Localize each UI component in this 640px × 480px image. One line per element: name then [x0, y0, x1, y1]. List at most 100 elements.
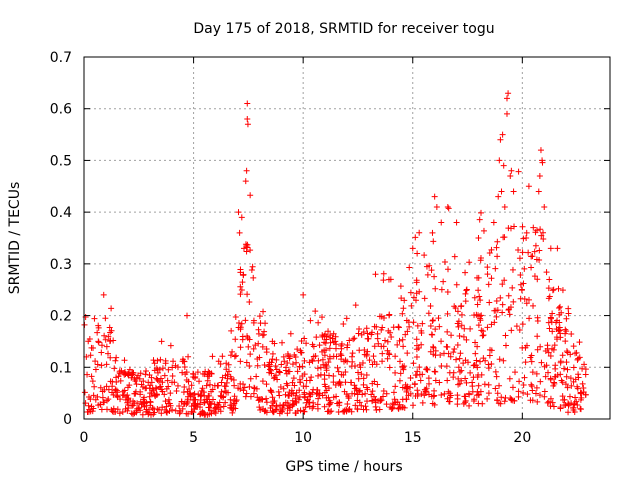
data-point — [519, 223, 526, 230]
data-point — [289, 361, 296, 368]
data-point — [550, 286, 557, 293]
data-point — [539, 157, 546, 164]
data-point — [396, 358, 403, 365]
data-point — [212, 410, 219, 417]
data-point — [313, 334, 320, 341]
data-point — [444, 377, 451, 384]
data-point — [316, 342, 323, 349]
data-point — [563, 359, 570, 366]
data-point — [414, 322, 421, 329]
data-point — [555, 305, 562, 312]
data-point — [263, 381, 270, 388]
data-point — [208, 370, 215, 377]
data-point — [351, 382, 358, 389]
data-point — [494, 253, 501, 260]
data-point — [237, 291, 244, 298]
data-point — [540, 229, 547, 236]
data-point — [327, 339, 334, 346]
data-point — [370, 353, 377, 360]
data-point — [550, 403, 557, 410]
y-axis-title: SRMTID / TECUs — [7, 182, 23, 295]
data-point — [297, 379, 304, 386]
data-point — [426, 380, 433, 387]
data-point — [325, 394, 332, 401]
data-point — [497, 400, 504, 407]
data-point — [335, 380, 342, 387]
data-point — [390, 389, 397, 396]
data-point — [330, 353, 337, 360]
data-point — [306, 359, 313, 366]
data-point — [383, 390, 390, 397]
data-point — [568, 331, 575, 338]
data-point — [354, 397, 361, 404]
data-point — [307, 317, 314, 324]
data-point — [188, 408, 195, 415]
data-point — [486, 299, 493, 306]
data-point — [90, 344, 97, 351]
data-point — [176, 402, 183, 409]
data-point — [470, 398, 477, 405]
data-point — [119, 408, 126, 415]
data-point — [475, 322, 482, 329]
data-point — [244, 121, 251, 128]
data-point — [290, 401, 297, 408]
data-point — [542, 373, 549, 380]
data-point — [257, 320, 264, 327]
data-point — [565, 409, 572, 416]
data-point — [545, 285, 552, 292]
data-point — [426, 262, 433, 269]
data-point — [445, 388, 452, 395]
data-point — [266, 361, 273, 368]
data-point — [205, 392, 212, 399]
x-tick-label: 5 — [189, 430, 198, 446]
data-point — [134, 405, 141, 412]
data-point — [388, 333, 395, 340]
data-point — [559, 352, 566, 359]
data-point — [237, 358, 244, 365]
data-point — [157, 383, 164, 390]
data-point — [204, 377, 211, 384]
data-point — [247, 375, 254, 382]
data-point — [409, 245, 416, 252]
data-point — [475, 287, 482, 294]
data-point — [237, 283, 244, 290]
data-point — [436, 379, 443, 386]
data-point — [161, 372, 168, 379]
y-tick-label: 0.2 — [50, 309, 72, 325]
data-point — [455, 381, 462, 388]
data-point — [425, 310, 432, 317]
data-point — [103, 361, 110, 368]
data-point — [321, 372, 328, 379]
data-point — [475, 372, 482, 379]
data-point — [371, 343, 378, 350]
data-point — [557, 359, 564, 366]
data-point — [492, 265, 499, 272]
data-point — [203, 382, 210, 389]
data-point — [498, 188, 505, 195]
data-point — [561, 402, 568, 409]
data-point — [404, 328, 411, 335]
data-point — [417, 377, 424, 384]
data-point — [407, 375, 414, 382]
data-point — [100, 291, 107, 298]
data-point — [450, 349, 457, 356]
data-point — [172, 407, 179, 414]
data-point — [494, 397, 501, 404]
data-point — [389, 400, 396, 407]
data-point — [103, 343, 110, 350]
data-point — [285, 392, 292, 399]
data-point — [154, 376, 161, 383]
data-point — [457, 350, 464, 357]
data-point — [169, 373, 176, 380]
data-point — [441, 390, 448, 397]
data-point — [499, 301, 506, 308]
data-point — [357, 364, 364, 371]
data-point — [271, 340, 278, 347]
data-point — [215, 402, 222, 409]
data-point — [373, 407, 380, 414]
data-point — [181, 383, 188, 390]
data-point — [497, 294, 504, 301]
data-point — [472, 339, 479, 346]
data-point — [112, 387, 119, 394]
